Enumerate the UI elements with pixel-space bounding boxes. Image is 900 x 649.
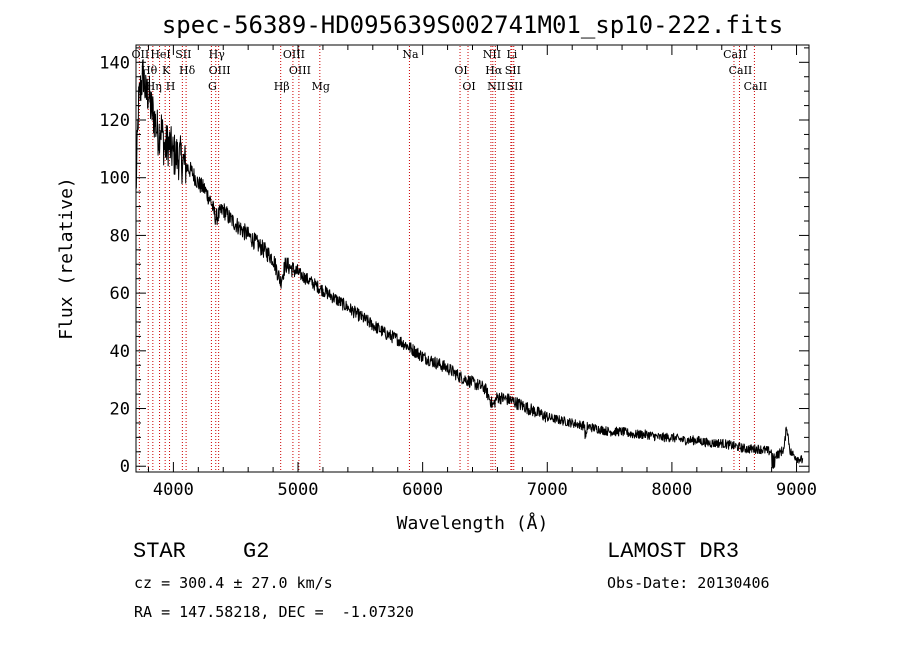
chart-text-group: 4000 5000 6000 7000 8000 9000 0 20 40 60 80 100 120 1… <box>56 11 817 534</box>
x-tick-label: 4000 <box>153 480 194 500</box>
x-tick-label: 8000 <box>651 480 692 500</box>
x-tick-label: 5000 <box>278 480 319 500</box>
line-marker-label: OIII <box>209 64 231 77</box>
x-tick-label: 9000 <box>776 480 817 500</box>
line-marker-label: H <box>166 80 176 93</box>
line-marker-label: Hδ <box>179 64 196 77</box>
survey-name: LAMOST DR3 <box>607 539 740 564</box>
line-marker-label: SII <box>505 64 521 77</box>
line-marker-label: OI <box>462 80 475 93</box>
y-tick-label: 20 <box>110 400 130 420</box>
line-marker-group <box>138 46 755 471</box>
line-marker-label: CaII <box>744 80 768 93</box>
line-marker-label-group: OIIHθHηHeIKHSIIHδGHγOIIIHβOIIIOIIIMgNaOI… <box>132 48 768 93</box>
line-marker-label: OIII <box>289 64 311 77</box>
line-marker-label: OIII <box>283 48 305 61</box>
line-marker-label: Li <box>506 48 517 61</box>
y-axis-label: Flux (relative) <box>56 177 77 340</box>
object-subclass: G2 <box>243 539 270 564</box>
line-marker-label: Na <box>402 48 419 61</box>
y-tick-label: 120 <box>99 111 130 131</box>
y-tick-label: 60 <box>110 284 130 304</box>
ticks-group <box>136 45 809 472</box>
line-marker-label: Hη <box>146 80 162 93</box>
axes-group <box>135 44 810 473</box>
chart-title: spec-56389-HD095639S002741M01_sp10-222.f… <box>162 11 783 39</box>
line-marker-label: HeI <box>150 48 170 61</box>
x-axis-label: Wavelength (Å) <box>397 512 549 534</box>
line-marker-label: OII <box>132 48 150 61</box>
line-marker-label: Mg <box>312 80 330 93</box>
line-marker-label: SII <box>507 80 523 93</box>
line-marker-label: Hγ <box>209 48 226 61</box>
line-marker-label: Hθ <box>141 64 158 77</box>
line-marker-label: SII <box>175 48 191 61</box>
object-class: STAR <box>133 539 186 564</box>
observation-date: Obs-Date: 20130406 <box>607 574 770 592</box>
y-tick-label: 100 <box>99 169 130 189</box>
line-marker-label: CaII <box>723 48 747 61</box>
x-tick-label: 6000 <box>402 480 443 500</box>
line-marker-label: CaII <box>729 64 753 77</box>
x-tick-label: 7000 <box>527 480 568 500</box>
y-tick-label: 0 <box>120 457 130 477</box>
spectrum-series-group <box>135 59 804 469</box>
line-marker-label: OI <box>454 64 467 77</box>
y-tick-label: 140 <box>99 53 130 73</box>
plot-frame <box>135 44 810 473</box>
line-marker-label: NII <box>487 80 505 93</box>
line-marker-label: Hβ <box>274 80 290 93</box>
line-marker-label: Hα <box>485 64 503 77</box>
redshift-velocity: cz = 300.4 ± 27.0 km/s <box>134 574 333 592</box>
line-marker-label: G <box>208 80 217 93</box>
line-marker-label: NII <box>483 48 501 61</box>
y-tick-label: 40 <box>110 342 130 362</box>
spectrum-line <box>135 59 804 469</box>
line-marker-label: K <box>162 64 171 77</box>
y-tick-label: 80 <box>110 226 130 246</box>
sky-coordinates: RA = 147.58218, DEC = -1.07320 <box>134 603 414 621</box>
